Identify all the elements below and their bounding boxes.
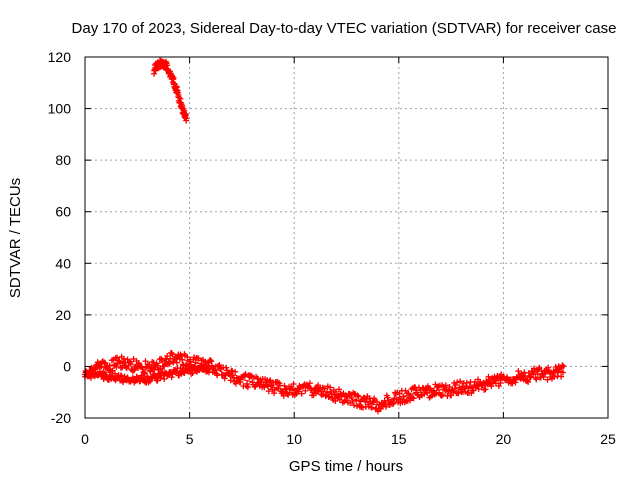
y-tick-label: 20	[55, 307, 71, 323]
plot-frame	[84, 56, 609, 419]
y-tick-label: 80	[55, 152, 71, 168]
series-arc-high	[151, 57, 190, 124]
x-tick-label: 10	[286, 431, 302, 447]
x-tick-label: 15	[391, 431, 407, 447]
y-tick-label: -20	[51, 410, 71, 426]
x-axis-label: GPS time / hours	[289, 458, 403, 475]
y-tick-label: 40	[55, 255, 71, 271]
axis-ticks: 0 5 10 15 20 25 -20 0 20 40 60 80 100 120	[48, 49, 616, 447]
x-tick-label: 20	[496, 431, 512, 447]
chart-title: Day 170 of 2023, Sidereal Day-to-day VTE…	[72, 20, 617, 37]
series-arc-low-lower	[82, 362, 213, 386]
x-tick-label: 5	[186, 431, 194, 447]
y-tick-label: 60	[55, 204, 71, 220]
plot-area	[82, 57, 567, 415]
x-tick-label: 25	[600, 431, 616, 447]
grid	[85, 57, 608, 418]
y-axis-label: SDTVAR / TECUs	[7, 178, 24, 298]
y-tick-label: 120	[48, 49, 72, 65]
series-arc-low-upper	[82, 349, 567, 415]
y-tick-label: 0	[63, 358, 71, 374]
x-tick-label: 0	[81, 431, 89, 447]
y-tick-label: 100	[48, 101, 72, 117]
